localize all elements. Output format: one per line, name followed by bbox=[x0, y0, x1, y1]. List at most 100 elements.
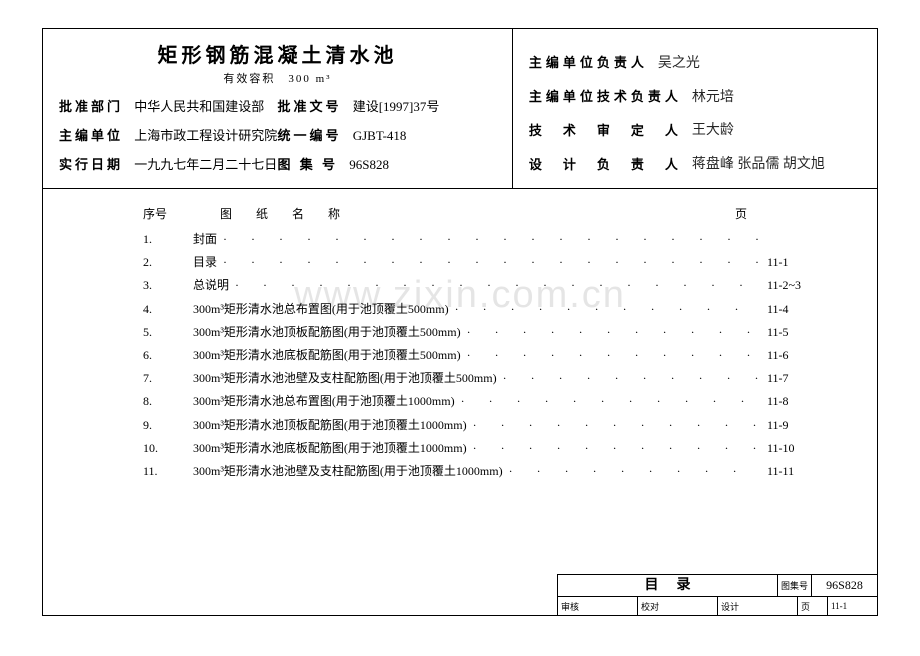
title-block-bottom: 审核校对设计页11-1 bbox=[558, 597, 877, 615]
footer-code: 图集号 96S828 bbox=[777, 575, 877, 596]
toc-name: 300m³矩形清水池池壁及支柱配筋图(用于池顶覆土1000mm) bbox=[193, 462, 503, 481]
toc-name: 300m³矩形清水池总布置图(用于池顶覆土1000mm) bbox=[193, 392, 455, 411]
toc-name: 目录 bbox=[193, 253, 217, 272]
footer-cell: 页 bbox=[797, 597, 827, 615]
toc-num: 11. bbox=[143, 462, 193, 481]
r3-signature: 王大龄 bbox=[692, 119, 734, 139]
info-cell: 实行日期 一九九七年二月二十七日 bbox=[59, 154, 277, 173]
toc-dots: · · · · · · · · · · · · · · · · · · · · … bbox=[461, 392, 761, 411]
document-subtitle: 有效容积 300 m³ bbox=[59, 70, 496, 86]
info-cell: 图 集 号 96S828 bbox=[277, 154, 495, 173]
toc-page: 11-2~3 bbox=[767, 276, 827, 295]
editor-unit-label: 主编单位 bbox=[59, 125, 123, 144]
title-block: 目录 图集号 96S828 审核校对设计页11-1 bbox=[557, 574, 877, 615]
toc-row: 6.300m³矩形清水池底板配筋图(用于池顶覆土500mm)· · · · · … bbox=[143, 346, 827, 365]
toc-body: 序号 图 纸 名 称 页 1.封面 · · · · · · · · · · · ·… bbox=[43, 189, 877, 495]
footer-code-label: 图集号 bbox=[778, 575, 812, 596]
footer-cell: 校对 bbox=[637, 597, 717, 615]
title-block-top: 目录 图集号 96S828 bbox=[558, 575, 877, 597]
atlas-no-label: 图 集 号 bbox=[277, 154, 338, 173]
toc-row: 10.300m³矩形清水池底板配筋图(用于池顶覆土1000mm) · · · · … bbox=[143, 439, 827, 458]
toc-num: 1. bbox=[143, 230, 193, 249]
r1-signature: 吴之光 bbox=[658, 52, 700, 72]
atlas-no: 96S828 bbox=[349, 157, 389, 173]
footer-title: 目录 bbox=[558, 575, 777, 596]
info-cell: 统一编号 GJBT-418 bbox=[277, 125, 495, 144]
title-row: 矩形钢筋混凝土清水池 bbox=[59, 39, 496, 68]
toc-num: 9. bbox=[143, 416, 193, 435]
toc-num: 4. bbox=[143, 300, 193, 319]
toc-name: 封面 bbox=[193, 230, 217, 249]
toc-num: 6. bbox=[143, 346, 193, 365]
info-grid: 批准部门 中华人民共和国建设部 批准文号 建设[1997]37号 主编单位 上海… bbox=[59, 96, 496, 173]
toc-page: 11-5 bbox=[767, 323, 827, 342]
toc-dots: · · · · · · · · · · · · · · · · · · · · … bbox=[467, 346, 761, 365]
toc-row: 1.封面· · · · · · · · · · · · · · · · · · … bbox=[143, 230, 827, 249]
toc-row: 8.300m³矩形清水池总布置图(用于池顶覆土1000mm) · · · · · … bbox=[143, 392, 827, 411]
unified-no-label: 统一编号 bbox=[277, 125, 341, 144]
toc-row: 2.目录 · · · · · · · · · · · · · · · · · · … bbox=[143, 253, 827, 272]
toc-num: 3. bbox=[143, 276, 193, 295]
toc-name: 300m³矩形清水池底板配筋图(用于池顶覆土1000mm) bbox=[193, 439, 467, 458]
toc-page: 11-4 bbox=[767, 300, 827, 319]
toc-dots: · · · · · · · · · · · · · · · · · · · · … bbox=[473, 439, 761, 458]
toc-num: 7. bbox=[143, 369, 193, 388]
effective-date: 一九九七年二月二十七日 bbox=[134, 154, 277, 173]
toc-row: 9.300m³矩形清水池顶板配筋图(用于池顶覆土1000mm) · · · · ·… bbox=[143, 416, 827, 435]
toc-row: 3.总说明 · · · · · · · · · · · · · · · · · ·… bbox=[143, 276, 827, 295]
responsible-row: 主编单位负责人 吴之光 bbox=[529, 52, 865, 72]
toc-num: 2. bbox=[143, 253, 193, 272]
toc-name: 300m³矩形清水池池壁及支柱配筋图(用于池顶覆土500mm) bbox=[193, 369, 497, 388]
r4-signature: 蒋盘峰 张品儒 胡文旭 bbox=[692, 153, 825, 173]
toc-row: 7.300m³矩形清水池池壁及支柱配筋图(用于池顶覆土500mm) · · · ·… bbox=[143, 369, 827, 388]
responsible-row: 主编单位技术负责人 林元培 bbox=[529, 86, 865, 106]
toc-rows: 1.封面 · · · · · · · · · · · · · · · · · · … bbox=[143, 230, 827, 481]
toc-dots: · · · · · · · · · · · · · · · · · · · · … bbox=[509, 462, 761, 481]
toc-page: 11-10 bbox=[767, 439, 827, 458]
r2-label: 主编单位技术负责人 bbox=[529, 86, 682, 105]
toc-num: 10. bbox=[143, 439, 193, 458]
info-cell: 批准部门 中华人民共和国建设部 bbox=[59, 96, 277, 115]
toc-name: 总说明 bbox=[193, 276, 229, 295]
r1-label: 主编单位负责人 bbox=[529, 52, 648, 71]
footer-cell: 审核 bbox=[558, 597, 637, 615]
toc-page: 11-7 bbox=[767, 369, 827, 388]
toc-dots: · · · · · · · · · · · · · · · · · · · · … bbox=[467, 323, 761, 342]
footer-cell: 设计 bbox=[717, 597, 797, 615]
toc-header-name: 图 纸 名 称 bbox=[193, 205, 373, 222]
approve-doc: 建设[1997]37号 bbox=[353, 96, 440, 115]
toc-row: 11.300m³矩形清水池池壁及支柱配筋图(用于池顶覆土1000mm) · · ·… bbox=[143, 462, 827, 481]
toc-dots: · · · · · · · · · · · · · · · · · · · · … bbox=[223, 253, 761, 272]
drawing-frame: www.zixin.com.cn 矩形钢筋混凝土清水池 有效容积 300 m³ … bbox=[42, 28, 878, 616]
toc-row: 4.300m³矩形清水池总布置图(用于池顶覆土500mm)· · · · · ·… bbox=[143, 300, 827, 319]
responsible-row: 技 术 审 定 人 王大龄 bbox=[529, 119, 865, 139]
toc-header-num: 序号 bbox=[143, 205, 193, 222]
info-cell: 批准文号 建设[1997]37号 bbox=[277, 96, 495, 115]
header-left: 矩形钢筋混凝土清水池 有效容积 300 m³ 批准部门 中华人民共和国建设部 批… bbox=[43, 29, 512, 188]
toc-dots: · · · · · · · · · · · · · · · · · · · · … bbox=[503, 369, 761, 388]
toc-dots: · · · · · · · · · · · · · · · · · · · · … bbox=[235, 276, 761, 295]
editor-unit: 上海市政工程设计研究院 bbox=[134, 125, 277, 144]
toc-page: 11-8 bbox=[767, 392, 827, 411]
toc-dots: · · · · · · · · · · · · · · · · · · · · … bbox=[473, 416, 761, 435]
toc-page: 11-1 bbox=[767, 253, 827, 272]
unified-no: GJBT-418 bbox=[353, 128, 407, 144]
toc-name: 300m³矩形清水池顶板配筋图(用于池顶覆土1000mm) bbox=[193, 416, 467, 435]
toc-num: 8. bbox=[143, 392, 193, 411]
responsible-row: 设 计 负 责 人 蒋盘峰 张品儒 胡文旭 bbox=[529, 153, 865, 173]
toc-num: 5. bbox=[143, 323, 193, 342]
toc-header: 序号 图 纸 名 称 页 bbox=[143, 205, 827, 222]
approve-dept: 中华人民共和国建设部 bbox=[134, 96, 264, 115]
header-right: 主编单位负责人 吴之光 主编单位技术负责人 林元培 技 术 审 定 人 王大龄 … bbox=[512, 29, 877, 188]
approve-doc-label: 批准文号 bbox=[277, 96, 341, 115]
info-cell: 主编单位 上海市政工程设计研究院 bbox=[59, 125, 277, 144]
effective-date-label: 实行日期 bbox=[59, 154, 123, 173]
r2-signature: 林元培 bbox=[692, 86, 734, 106]
r4-label: 设 计 负 责 人 bbox=[529, 154, 682, 173]
toc-page: 11-9 bbox=[767, 416, 827, 435]
footer-cell: 11-1 bbox=[827, 597, 877, 615]
toc-header-page: 页 bbox=[735, 205, 747, 222]
r3-label: 技 术 审 定 人 bbox=[529, 120, 682, 139]
header-block: 矩形钢筋混凝土清水池 有效容积 300 m³ 批准部门 中华人民共和国建设部 批… bbox=[43, 29, 877, 189]
toc-name: 300m³矩形清水池总布置图(用于池顶覆土500mm) bbox=[193, 300, 449, 319]
